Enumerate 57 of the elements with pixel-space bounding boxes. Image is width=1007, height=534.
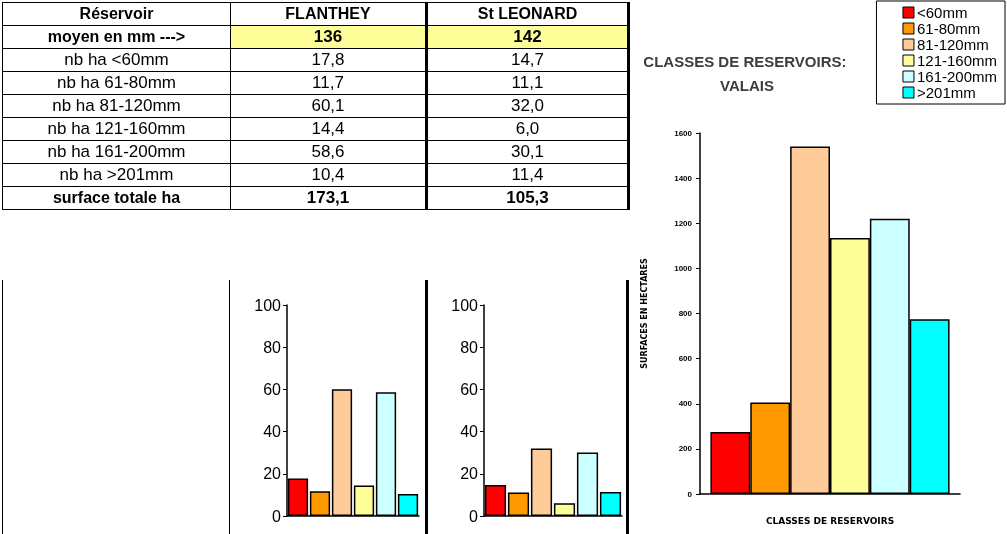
y-tick-label: 80 — [263, 338, 282, 356]
text: 17,8 — [311, 50, 345, 69]
y-tick-label: 40 — [263, 423, 282, 441]
y-tick-label: 200 — [678, 444, 693, 454]
x-axis-title: CLASSES DE RESERVOIRS — [765, 515, 895, 526]
y-tick-label: 1200 — [674, 218, 693, 228]
text: 60,1 — [311, 96, 345, 115]
category-label: nb ha >201mm — [59, 165, 174, 184]
y-tick-label: 40 — [460, 423, 479, 441]
chart-title: CLASSES DE RESERVOIRS: VALAIS — [643, 52, 851, 94]
category-label: nb ha <60mm — [64, 50, 169, 69]
y-tick-label: 0 — [687, 489, 693, 499]
y-tick-label: 60 — [460, 380, 479, 398]
y-tick-label: 1000 — [674, 263, 693, 273]
text: 136 — [313, 27, 343, 46]
y-tick-label: 100 — [254, 296, 282, 314]
y-tick-label: 600 — [678, 354, 693, 364]
text: 14,4 — [311, 119, 345, 138]
text: 14,7 — [510, 50, 545, 69]
legend-label: 61-80mm — [916, 20, 981, 37]
text: 11,1 — [511, 73, 544, 92]
text: 10,4 — [311, 165, 345, 184]
y-tick-label: 0 — [272, 507, 282, 525]
y-tick-label: 1400 — [674, 173, 693, 183]
legend-label: <60mm — [916, 4, 968, 21]
category-label: St LEONARD — [426, 2, 629, 26]
category-label: nb ha 161-200mm — [47, 142, 186, 161]
legend-label: 81-120mm — [916, 36, 989, 53]
y-tick-label: 20 — [460, 465, 479, 483]
text: 173,1 — [306, 188, 350, 207]
y-axis-title: SURFACES EN HECTARES — [639, 258, 649, 369]
category-label: Réservoir — [2, 2, 231, 26]
text: 11,7 — [312, 73, 344, 92]
text: 58,6 — [311, 142, 345, 161]
y-tick-label: 20 — [263, 465, 282, 483]
category-label: nb ha 61-80mm — [56, 73, 177, 92]
y-tick-label: 80 — [460, 338, 479, 356]
legend-label: 161-200mm — [916, 68, 998, 85]
y-tick-label: 60 — [263, 380, 282, 398]
y-tick-label: 400 — [678, 399, 693, 409]
y-tick-label: 800 — [678, 309, 693, 318]
text: 30,1 — [510, 142, 545, 161]
text: 11,4 — [511, 165, 544, 184]
legend-label: >201mm — [916, 84, 976, 101]
text: 105,3 — [506, 188, 549, 207]
category-label: nb ha 121-160mm — [47, 119, 186, 138]
y-tick-label: 0 — [469, 507, 479, 525]
legend-label: 121-160mm — [916, 52, 998, 69]
text: 6,0 — [515, 119, 540, 138]
category-label: moyen en mm ---> — [47, 28, 186, 45]
text: 142 — [513, 27, 542, 46]
y-tick-label: 100 — [451, 296, 479, 314]
text: 32,0 — [510, 96, 545, 115]
category-label: nb ha 81-120mm — [52, 96, 181, 115]
category-label: surface totale ha — [52, 189, 181, 206]
y-tick-label: 1600 — [674, 128, 693, 138]
category-label: FLANTHEY — [230, 2, 427, 26]
